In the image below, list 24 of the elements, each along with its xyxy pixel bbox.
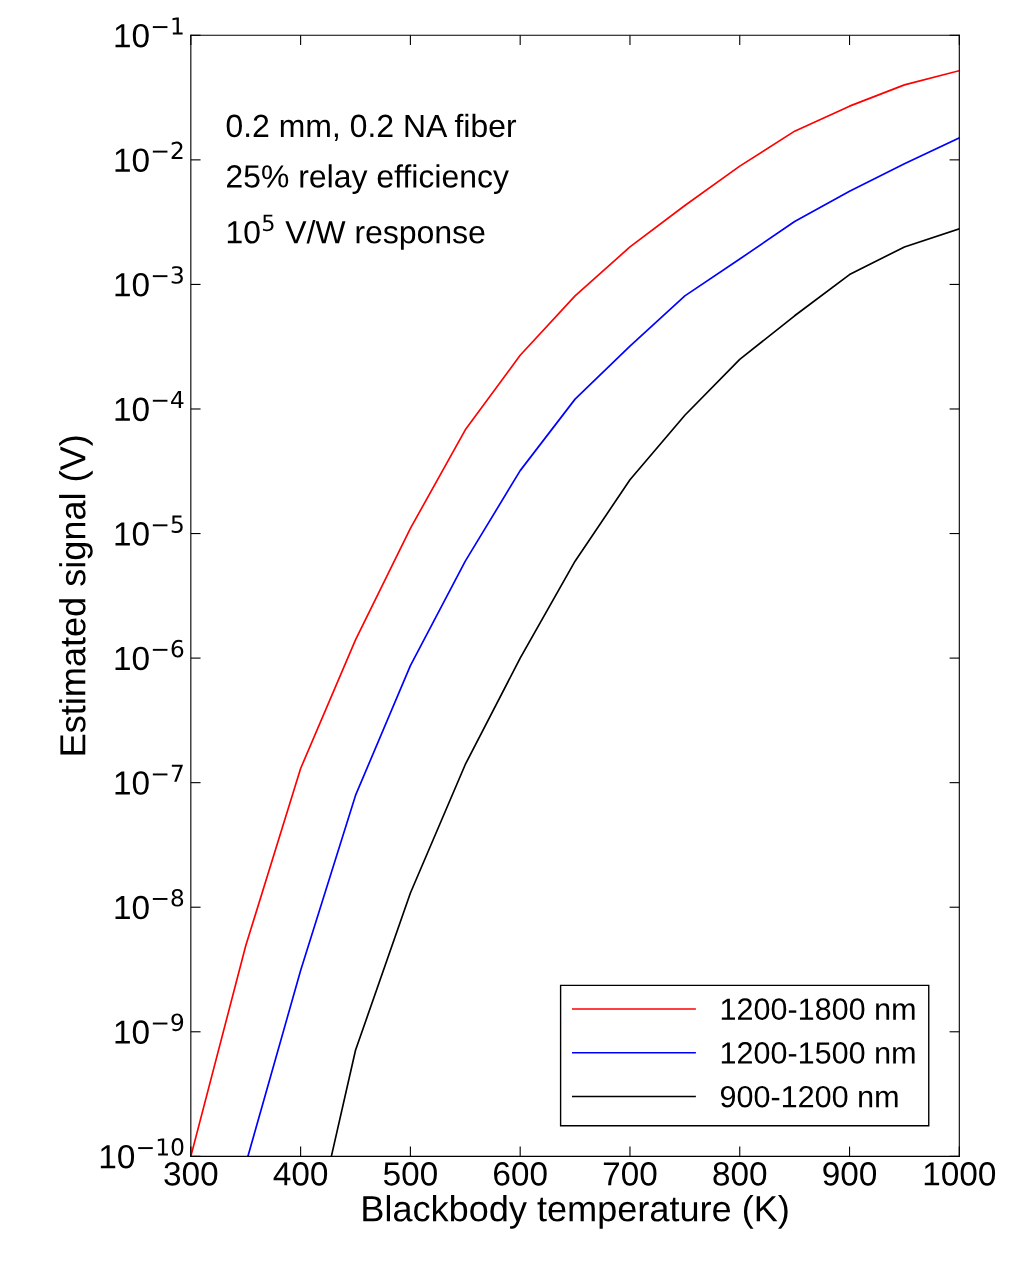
x-tick-label: 800: [713, 1162, 767, 1186]
x-axis-title: Blackbody temperature (K): [363, 1195, 788, 1229]
legend-label: 1200-1500 nm: [721, 1042, 915, 1064]
x-tick-label: 500: [383, 1162, 437, 1186]
y-axis-title: Estimated signal (V): [59, 436, 93, 755]
y-tick-label: 10$^{−4}$: [115, 391, 184, 422]
legend-label: 1200-1800 nm: [721, 998, 915, 1020]
x-tick-label: 1000: [924, 1162, 996, 1186]
x-tick-label: 700: [603, 1162, 657, 1186]
legend-label: 900-1200 nm: [720, 1085, 898, 1108]
y-tick-label: 10$^{−3}$: [115, 266, 183, 297]
x-tick-label: 400: [273, 1162, 328, 1186]
x-tick-label: 600: [494, 1162, 547, 1186]
annotation: 0.2 mm, 0.2 NA fiber: [226, 113, 517, 142]
y-tick-label: 10$^{−2}$: [115, 141, 183, 173]
y-tick-label: 10$^{−7}$: [115, 764, 183, 795]
annotation: 25% relay efficiency: [227, 164, 509, 194]
y-tick-label: 10$^{−6}$: [115, 639, 184, 671]
y-tick-label: 10$^{−5}$: [115, 515, 183, 546]
annotation: 10$^{5}$ V/W response: [227, 214, 485, 250]
y-tick-label: 10$^{−9}$: [115, 1013, 184, 1044]
y-tick-label: 10$^{−1}$: [115, 17, 183, 48]
y-tick-label: 10$^{−8}$: [115, 888, 184, 920]
x-tick-label: 900: [823, 1162, 877, 1186]
